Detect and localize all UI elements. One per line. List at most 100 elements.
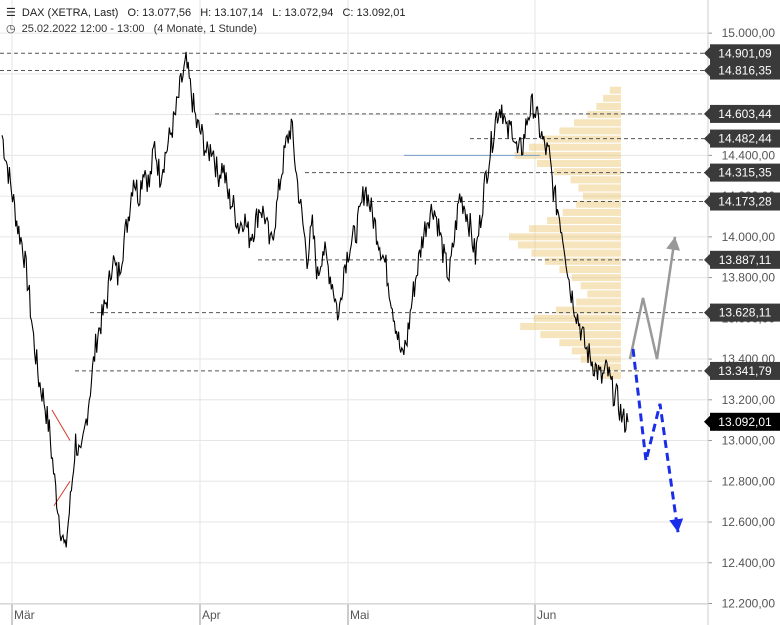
projection-arrowhead-bullish bbox=[666, 236, 681, 251]
volume-bar bbox=[542, 135, 621, 143]
x-axis: Mär Apr Mai Jun bbox=[0, 603, 708, 625]
triangle-upper-line bbox=[51, 409, 71, 441]
x-tick-label: Jun bbox=[537, 608, 556, 622]
volume-bar bbox=[603, 94, 621, 102]
volume-bar bbox=[576, 298, 621, 306]
instrument-name: DAX (XETRA, Last) bbox=[21, 7, 119, 19]
y-tick-label: 14.400,00 bbox=[722, 148, 776, 162]
level-label-pointer bbox=[704, 47, 710, 60]
projection-bullish bbox=[628, 236, 677, 360]
level-label: 14.816,35 bbox=[704, 61, 780, 80]
volume-bar bbox=[509, 233, 621, 241]
volume-bar bbox=[570, 176, 621, 184]
triangle-pattern bbox=[51, 409, 71, 506]
level-label-pointer bbox=[704, 364, 710, 377]
volume-bar bbox=[556, 306, 621, 314]
chart-subheader: ◷ 25.02.2022 12:00 - 13:00 (4 Monate, 1 S… bbox=[6, 22, 263, 35]
level-label: 14.315,35 bbox=[704, 163, 780, 182]
level-label-text: 14.603,44 bbox=[718, 107, 772, 121]
level-label-bg bbox=[710, 44, 780, 63]
level-label-pointer bbox=[704, 306, 710, 319]
level-label: 13.341,79 bbox=[704, 361, 780, 380]
x-tick-label: Mär bbox=[14, 608, 35, 622]
volume-bar bbox=[529, 225, 621, 233]
volume-bar bbox=[553, 168, 621, 176]
level-label-bg bbox=[710, 192, 780, 211]
volume-bar bbox=[582, 192, 621, 200]
x-tick-label: Mai bbox=[350, 608, 369, 622]
y-tick-label: 14.000,00 bbox=[722, 230, 776, 244]
level-label-bg bbox=[710, 303, 780, 322]
volume-bar bbox=[603, 371, 621, 379]
low-value: L: 13.072,94 bbox=[272, 7, 334, 19]
level-label-bg bbox=[710, 361, 780, 380]
level-price-labels: 14.901,09 14.816,35 14.603,44 14.482,44 14.3… bbox=[704, 44, 780, 431]
level-label: 14.482,44 bbox=[704, 129, 780, 148]
last-price-text: 13.092,01 bbox=[718, 415, 772, 429]
y-tick-label: 12.200,00 bbox=[722, 597, 776, 611]
level-label-bg bbox=[710, 104, 780, 123]
level-label: 14.901,09 bbox=[704, 44, 780, 63]
datetime-value: 25.02.2022 12:00 - 13:00 bbox=[21, 23, 145, 35]
y-tick-label: 13.800,00 bbox=[722, 271, 776, 285]
high-value: H: 13.107,14 bbox=[200, 7, 264, 19]
level-label-text: 13.341,79 bbox=[718, 364, 772, 378]
y-tick-label: 13.200,00 bbox=[722, 393, 776, 407]
volume-bar bbox=[537, 160, 621, 168]
open-value: O: 13.077,56 bbox=[127, 7, 192, 19]
chart-type-icon[interactable]: ☰ bbox=[6, 7, 16, 19]
level-label-pointer bbox=[704, 253, 710, 266]
volume-bar bbox=[609, 86, 621, 94]
last-price-pointer bbox=[704, 415, 710, 428]
volume-bar bbox=[576, 200, 621, 208]
level-label-pointer bbox=[704, 107, 710, 120]
level-label-text: 14.482,44 bbox=[718, 132, 772, 146]
volume-bar bbox=[547, 217, 621, 225]
volume-bar bbox=[517, 241, 621, 249]
level-label: 13.887,11 bbox=[704, 250, 780, 269]
price-series bbox=[1, 51, 629, 548]
volume-bar bbox=[529, 143, 621, 151]
level-label-bg bbox=[710, 163, 780, 182]
projection-arrows bbox=[628, 236, 684, 533]
clock-icon: ◷ bbox=[6, 23, 16, 35]
volume-bar bbox=[580, 282, 621, 290]
volume-bar bbox=[571, 274, 621, 282]
y-tick-label: 13.000,00 bbox=[722, 434, 776, 448]
volume-bar bbox=[544, 257, 621, 265]
level-label-bg bbox=[710, 250, 780, 269]
level-label-text: 14.901,09 bbox=[718, 46, 772, 60]
volume-bar bbox=[571, 347, 621, 355]
level-label-bg bbox=[710, 61, 780, 80]
volume-bar bbox=[591, 363, 621, 371]
level-label-pointer bbox=[704, 166, 710, 179]
price-line bbox=[1, 51, 629, 548]
level-label: 13.628,11 bbox=[704, 303, 780, 322]
volume-bar bbox=[580, 355, 621, 363]
horizontal-levels bbox=[0, 52, 708, 372]
level-label-pointer bbox=[704, 195, 710, 208]
range-value: (4 Monate, 1 Stunde) bbox=[153, 23, 257, 35]
volume-profile bbox=[404, 86, 621, 379]
level-label-text: 14.315,35 bbox=[718, 166, 772, 180]
level-label: 14.603,44 bbox=[704, 104, 780, 123]
level-label-pointer bbox=[704, 64, 710, 77]
x-tick-label: Apr bbox=[202, 608, 221, 622]
last-price-label: 13.092,01 bbox=[704, 412, 780, 431]
volume-bar bbox=[531, 249, 621, 257]
y-tick-label: 12.400,00 bbox=[722, 556, 776, 570]
y-tick-label: 12.600,00 bbox=[722, 515, 776, 529]
level-label-text: 14.816,35 bbox=[718, 64, 772, 78]
level-label: 14.173,28 bbox=[704, 192, 780, 211]
level-label-text: 14.173,28 bbox=[718, 195, 772, 209]
level-label-text: 13.628,11 bbox=[719, 306, 772, 320]
y-tick-label: 15.000,00 bbox=[722, 26, 776, 40]
volume-bar bbox=[562, 208, 621, 216]
projection-bearish bbox=[631, 348, 680, 533]
level-label-text: 13.887,11 bbox=[719, 253, 772, 267]
volume-bar bbox=[559, 339, 621, 347]
last-price-bg bbox=[710, 412, 780, 431]
level-label-pointer bbox=[704, 132, 710, 145]
projection-arrowhead-bearish bbox=[669, 518, 684, 533]
